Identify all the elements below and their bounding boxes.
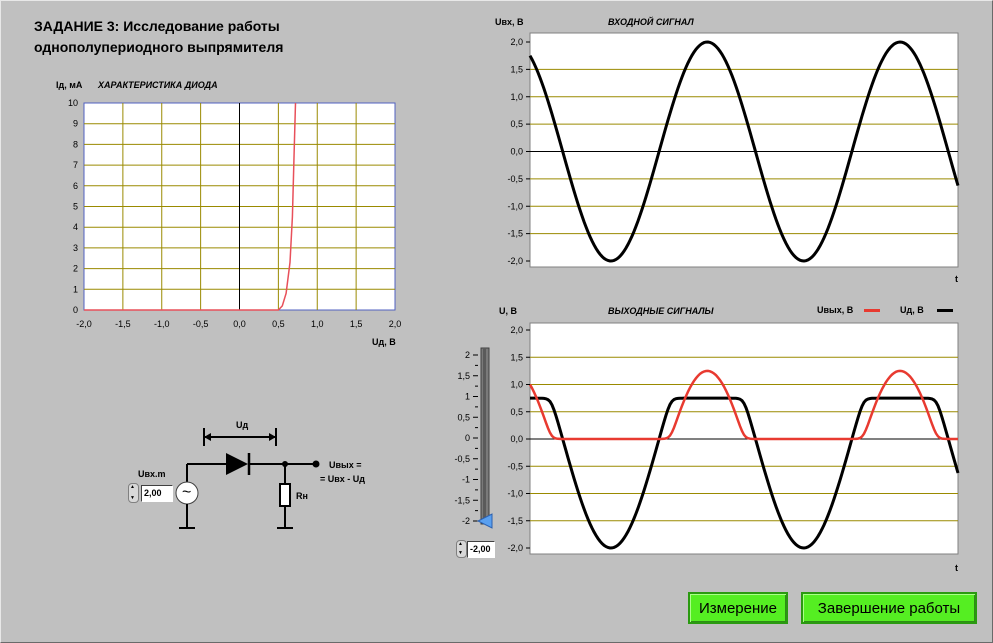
diode-xtick-label: 1,0: [311, 319, 324, 329]
output-signals-chart: -2,0 -1,5 -1,0 -0,5 0,0 0,5 1,0 1,5 2,0: [507, 322, 960, 555]
diode-chart-ylabel: Iд, мА: [56, 80, 83, 90]
diode-xtick-label: -2,0: [76, 319, 92, 329]
input-ytick-label: -1,5: [507, 229, 523, 239]
circuit-uout-line2: = Uвх - Uд: [320, 474, 366, 484]
input-chart-title: ВХОДНОЙ СИГНАЛ: [608, 17, 694, 27]
slider-tick-label: -2: [462, 516, 470, 526]
output-ytick-label: -2,0: [507, 543, 523, 553]
input-ytick-label: 0,5: [510, 119, 523, 129]
diode-xtick-label: -0,5: [193, 319, 209, 329]
output-terminal: [312, 460, 320, 468]
input-signal-chart: -2,0 -1,5 -1,0 -0,5 0,0 0,5 1,0 1,5 2,0: [507, 32, 960, 268]
input-plot-area: [529, 32, 959, 268]
output-ytick-label: 0,5: [510, 407, 523, 417]
ac-source-tilde: ~: [182, 484, 192, 501]
diode-iv-curve: [84, 102, 297, 311]
diode-xtick-label: 1,5: [350, 319, 363, 329]
input-ytick-label: 1,0: [510, 92, 523, 102]
output-ytick-label: 1,5: [510, 352, 523, 362]
output-ytick-label: 2,0: [510, 325, 523, 335]
finish-work-button[interactable]: Завершение работы: [801, 592, 977, 624]
output-ytick-label: -1,0: [507, 489, 523, 499]
output-ytick-label: -1,5: [507, 516, 523, 526]
slider-tick-label: -1,5: [454, 495, 470, 505]
input-ytick-label: 0,0: [510, 147, 523, 157]
measure-button[interactable]: Измерение: [688, 592, 788, 624]
legend-diode-swatch: [937, 309, 953, 312]
output-ytick-label: 1,0: [510, 380, 523, 390]
diode-ytick-label: 7: [73, 160, 78, 170]
diode-symbol: [226, 453, 248, 475]
slider-tick-label: 0,5: [457, 412, 470, 422]
output-voltage-line: [528, 369, 958, 441]
slider-tick-label: 1,5: [457, 371, 470, 381]
slider-tick-label: -0,5: [454, 454, 470, 464]
offset-slider[interactable]: 2 1,5 1 0,5 0 -0,5 -1 -1,5 -2: [448, 344, 498, 534]
output-ytick-label: -0,5: [507, 461, 523, 471]
diode-ytick-label: 6: [73, 181, 78, 191]
slider-tick-label: 1: [465, 392, 470, 402]
diode-xtick-label: 0,5: [272, 319, 285, 329]
diode-xtick-label: 2,0: [389, 319, 402, 329]
slider-tick-label: 2: [465, 350, 470, 360]
legend-diode-label: Uд, В: [900, 305, 924, 315]
diode-ytick-label: 10: [68, 98, 78, 108]
uin-amplitude-spinner[interactable]: [128, 483, 139, 503]
diode-ytick-label: 2: [73, 264, 78, 274]
slider-value-field[interactable]: -2,00: [467, 540, 495, 558]
slider-pointer[interactable]: [476, 513, 493, 529]
load-resistor: [279, 483, 291, 507]
rectifier-circuit-diagram: [175, 428, 320, 529]
circuit-ud-label: Uд: [236, 420, 249, 430]
input-chart-xlabel: t: [955, 274, 958, 284]
uin-amplitude-field[interactable]: 2,00: [141, 484, 173, 502]
page-title: ЗАДАНИЕ 3: Исследование работы однополуп…: [34, 18, 284, 55]
diode-ytick-label: 3: [73, 243, 78, 253]
diode-voltage-line: [530, 396, 960, 550]
diode-ytick-label: 5: [73, 202, 78, 212]
diode-xtick-label: -1,5: [115, 319, 131, 329]
diode-characteristic-chart: 0 1 2 3 4 5 6 7 8 9 10 -2,0 -1,5 -1,0 -0,5 0,0 0,5 1,0 1,…: [68, 98, 402, 329]
circuit-uin-label: Uвх.m: [138, 469, 166, 479]
input-ytick-label: -2,0: [507, 256, 523, 266]
legend-output-label: Uвых, В: [817, 305, 854, 315]
legend-output-swatch: [864, 309, 880, 312]
slider-track-groove: [483, 348, 486, 524]
output-chart-xlabel: t: [955, 563, 958, 573]
slider-tick-label: 0: [465, 433, 470, 443]
diode-xtick-label: 0,0: [233, 319, 246, 329]
diode-ytick-label: 1: [73, 284, 78, 294]
diode-chart-xlabel: Uд, В: [372, 337, 396, 347]
circuit-rn-label: Rн: [296, 491, 308, 501]
uin-amplitude-control[interactable]: 2,00: [128, 483, 173, 503]
output-ytick-label: 0,0: [510, 434, 523, 444]
slider-value-control[interactable]: -2,00: [456, 540, 495, 558]
slider-value-spinner[interactable]: [456, 540, 467, 558]
output-chart-ylabel: U, В: [499, 306, 517, 316]
diode-ytick-label: 4: [73, 222, 78, 232]
input-signal-line: [528, 40, 960, 263]
slider-tick-label: -1: [462, 475, 470, 485]
input-ytick-label: -1,0: [507, 201, 523, 211]
input-ytick-label: 1,5: [510, 64, 523, 74]
diode-ytick-label: 9: [73, 119, 78, 129]
input-ytick-label: 2,0: [510, 37, 523, 47]
circuit-uout-line1: Uвых =: [329, 460, 362, 470]
output-chart-title: ВЫХОДНЫЕ СИГНАЛЫ: [608, 306, 714, 316]
input-chart-ylabel: Uвх, В: [495, 17, 524, 27]
diode-ytick-label: 0: [73, 305, 78, 315]
diode-xtick-label: -1,0: [154, 319, 170, 329]
diode-chart-title: ХАРАКТЕРИСТИКА ДИОДА: [98, 80, 218, 90]
diode-ytick-label: 8: [73, 139, 78, 149]
input-ytick-label: -0,5: [507, 174, 523, 184]
